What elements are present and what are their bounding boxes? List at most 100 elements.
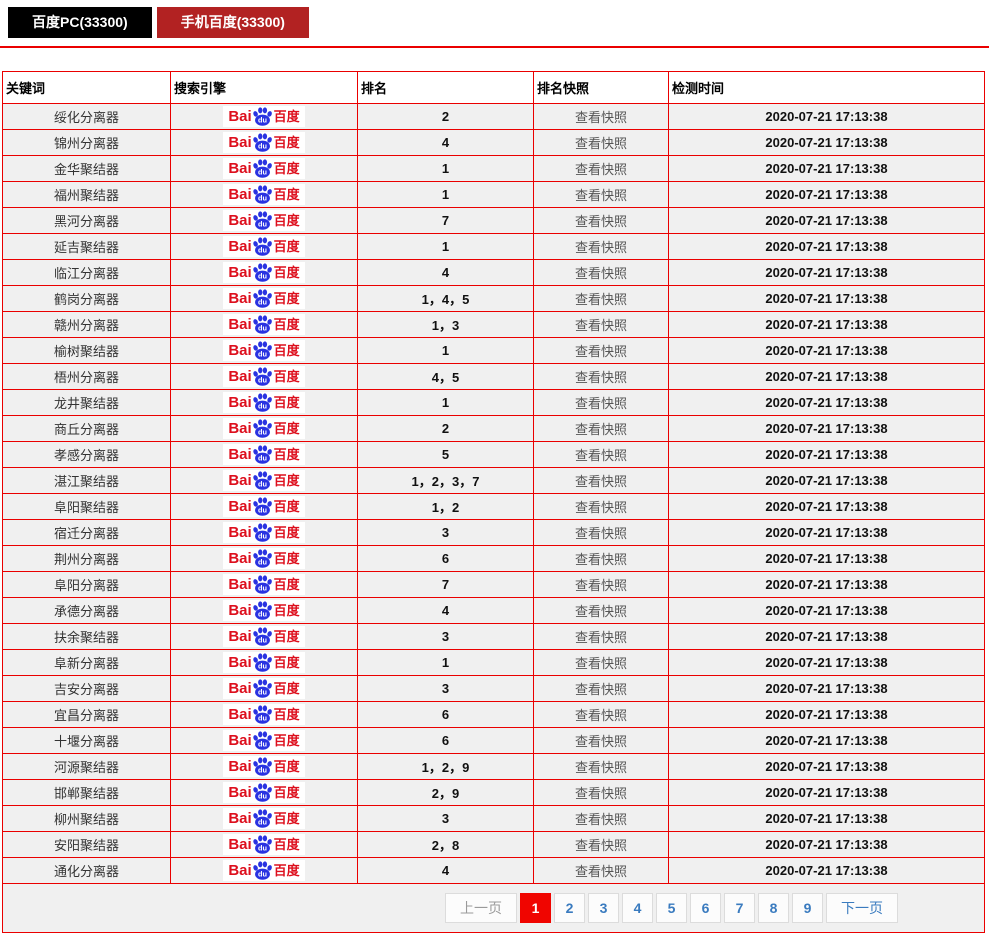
- view-snapshot-link[interactable]: 查看快照: [574, 240, 627, 255]
- search-engine-cell: Bai du 百度: [170, 389, 358, 416]
- view-snapshot-link[interactable]: 查看快照: [574, 682, 627, 697]
- view-snapshot-link[interactable]: 查看快照: [574, 604, 627, 619]
- keyword-cell: 榆树聚结器: [2, 337, 171, 364]
- baidu-logo-latin: Bai: [228, 550, 252, 567]
- snapshot-cell: 查看快照: [533, 233, 669, 260]
- keyword-cell: 金华聚结器: [2, 155, 171, 182]
- svg-text:du: du: [258, 688, 267, 697]
- baidu-logo-cn: 百度: [273, 629, 300, 644]
- rank-cell: 4: [357, 259, 534, 286]
- view-snapshot-link[interactable]: 查看快照: [574, 500, 627, 515]
- view-snapshot-link[interactable]: 查看快照: [574, 552, 627, 567]
- svg-text:du: du: [258, 792, 267, 801]
- keyword-cell: 邯郸聚结器: [2, 779, 171, 806]
- page-button[interactable]: 6: [690, 893, 721, 923]
- view-snapshot-link[interactable]: 查看快照: [574, 136, 627, 151]
- baidu-logo: Bai du 百度: [223, 314, 305, 335]
- baidu-logo-cn: 百度: [273, 161, 300, 176]
- search-engine-cell: Bai du 百度: [170, 493, 358, 520]
- page-button[interactable]: 2: [554, 893, 585, 923]
- view-snapshot-link[interactable]: 查看快照: [574, 422, 627, 437]
- view-snapshot-link[interactable]: 查看快照: [574, 188, 627, 203]
- view-snapshot-link[interactable]: 查看快照: [574, 474, 627, 489]
- search-engine-cell: Bai du 百度: [170, 155, 358, 182]
- tab-baidu-pc[interactable]: 百度PC(33300): [8, 7, 152, 38]
- view-snapshot-link[interactable]: 查看快照: [574, 110, 627, 125]
- view-snapshot-link[interactable]: 查看快照: [574, 526, 627, 541]
- page-button-active[interactable]: 1: [520, 893, 551, 923]
- view-snapshot-link[interactable]: 查看快照: [574, 864, 627, 879]
- view-snapshot-link[interactable]: 查看快照: [574, 838, 627, 853]
- check-time-cell: 2020-07-21 17:13:38: [668, 623, 985, 650]
- table-row: 黑河分离器 Bai du 百度 7 查看快照 2020-07-21 17:13:38: [2, 207, 985, 234]
- svg-text:du: du: [258, 740, 267, 749]
- page-button[interactable]: 5: [656, 893, 687, 923]
- snapshot-cell: 查看快照: [533, 753, 669, 780]
- check-time-cell: 2020-07-21 17:13:38: [668, 155, 985, 182]
- snapshot-cell: 查看快照: [533, 831, 669, 858]
- table-row: 梧州分离器 Bai du 百度 4，5 查看快照 2020-07-21 17:13:38: [2, 363, 985, 390]
- table-row: 孝感分离器 Bai du 百度 5 查看快照 2020-07-21 17:13:38: [2, 441, 985, 468]
- view-snapshot-link[interactable]: 查看快照: [574, 578, 627, 593]
- svg-text:du: du: [258, 636, 267, 645]
- view-snapshot-link[interactable]: 查看快照: [574, 370, 627, 385]
- keyword-cell: 锦州分离器: [2, 129, 171, 156]
- baidu-logo-cn: 百度: [273, 551, 300, 566]
- view-snapshot-link[interactable]: 查看快照: [574, 396, 627, 411]
- table-row: 扶余聚结器 Bai du 百度 3 查看快照 2020-07-21 17:13:38: [2, 623, 985, 650]
- baidu-logo-latin: Bai: [228, 524, 252, 541]
- next-page-button[interactable]: 下一页: [826, 893, 898, 923]
- svg-text:du: du: [258, 220, 267, 229]
- view-snapshot-link[interactable]: 查看快照: [574, 214, 627, 229]
- table-row: 吉安分离器 Bai du 百度 3 查看快照 2020-07-21 17:13:38: [2, 675, 985, 702]
- baidu-logo: Bai du 百度: [223, 418, 305, 439]
- baidu-logo-latin: Bai: [228, 732, 252, 749]
- check-time-cell: 2020-07-21 17:13:38: [668, 493, 985, 520]
- search-engine-cell: Bai du 百度: [170, 441, 358, 468]
- rank-cell: 1: [357, 389, 534, 416]
- page-button[interactable]: 8: [758, 893, 789, 923]
- snapshot-cell: 查看快照: [533, 675, 669, 702]
- view-snapshot-link[interactable]: 查看快照: [574, 656, 627, 671]
- search-engine-cell: Bai du 百度: [170, 103, 358, 130]
- baidu-logo-latin: Bai: [228, 862, 252, 879]
- table-row: 商丘分离器 Bai du 百度 2 查看快照 2020-07-21 17:13:38: [2, 415, 985, 442]
- page-button[interactable]: 4: [622, 893, 653, 923]
- view-snapshot-link[interactable]: 查看快照: [574, 630, 627, 645]
- view-snapshot-link[interactable]: 查看快照: [574, 812, 627, 827]
- rank-cell: 6: [357, 701, 534, 728]
- rank-cell: 3: [357, 519, 534, 546]
- check-time-cell: 2020-07-21 17:13:38: [668, 571, 985, 598]
- baidu-paw-icon: du: [252, 419, 274, 438]
- view-snapshot-link[interactable]: 查看快照: [574, 708, 627, 723]
- view-snapshot-link[interactable]: 查看快照: [574, 760, 627, 775]
- table-row: 宿迁分离器 Bai du 百度 3 查看快照 2020-07-21 17:13:38: [2, 519, 985, 546]
- svg-text:du: du: [258, 168, 267, 177]
- view-snapshot-link[interactable]: 查看快照: [574, 266, 627, 281]
- page-button[interactable]: 9: [792, 893, 823, 923]
- keyword-cell: 延吉聚结器: [2, 233, 171, 260]
- rank-cell: 1，2，3，7: [357, 467, 534, 494]
- view-snapshot-link[interactable]: 查看快照: [574, 734, 627, 749]
- check-time-cell: 2020-07-21 17:13:38: [668, 285, 985, 312]
- view-snapshot-link[interactable]: 查看快照: [574, 448, 627, 463]
- rank-cell: 1: [357, 649, 534, 676]
- keyword-cell: 扶余聚结器: [2, 623, 171, 650]
- search-engine-cell: Bai du 百度: [170, 649, 358, 676]
- view-snapshot-link[interactable]: 查看快照: [574, 162, 627, 177]
- baidu-logo: Bai du 百度: [223, 262, 305, 283]
- tab-mobile-baidu[interactable]: 手机百度(33300): [156, 7, 309, 38]
- search-engine-cell: Bai du 百度: [170, 207, 358, 234]
- view-snapshot-link[interactable]: 查看快照: [574, 344, 627, 359]
- rank-cell: 1，3: [357, 311, 534, 338]
- view-snapshot-link[interactable]: 查看快照: [574, 318, 627, 333]
- page-button[interactable]: 7: [724, 893, 755, 923]
- view-snapshot-link[interactable]: 查看快照: [574, 786, 627, 801]
- table-row: 绥化分离器 Bai du 百度 2 查看快照 2020-07-21 17:13:38: [2, 103, 985, 130]
- view-snapshot-link[interactable]: 查看快照: [574, 292, 627, 307]
- prev-page-button[interactable]: 上一页: [445, 893, 517, 923]
- svg-text:du: du: [258, 662, 267, 671]
- table-row: 延吉聚结器 Bai du 百度 1 查看快照 2020-07-21 17:13:38: [2, 233, 985, 260]
- page-button[interactable]: 3: [588, 893, 619, 923]
